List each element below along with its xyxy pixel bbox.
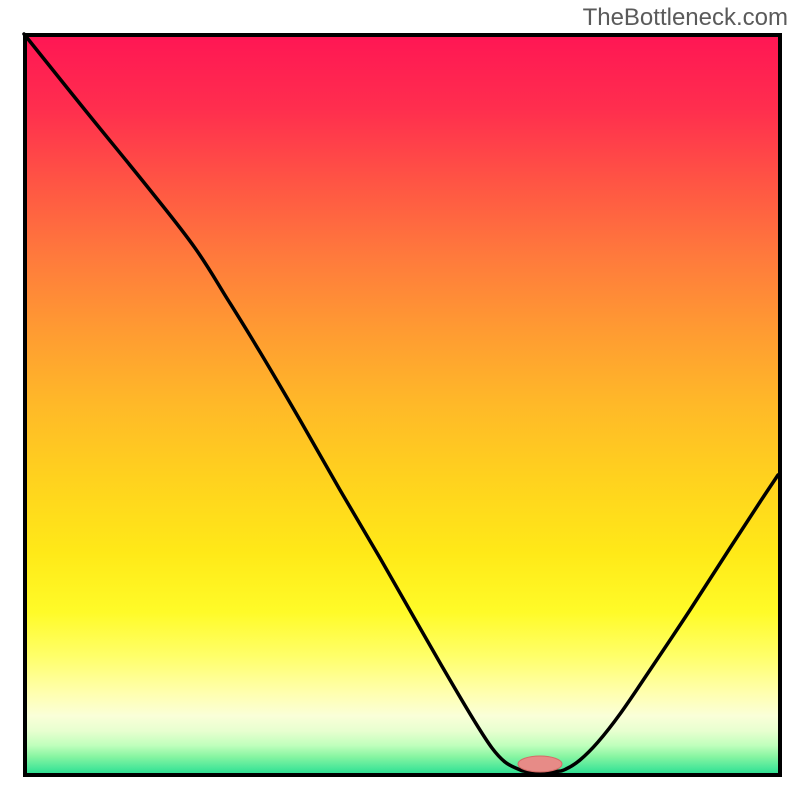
watermark-text: TheBottleneck.com (583, 4, 788, 32)
chart-background (25, 35, 780, 775)
optimal-marker (518, 756, 562, 772)
bottleneck-chart (0, 0, 800, 800)
chart-container: TheBottleneck.com (0, 0, 800, 800)
